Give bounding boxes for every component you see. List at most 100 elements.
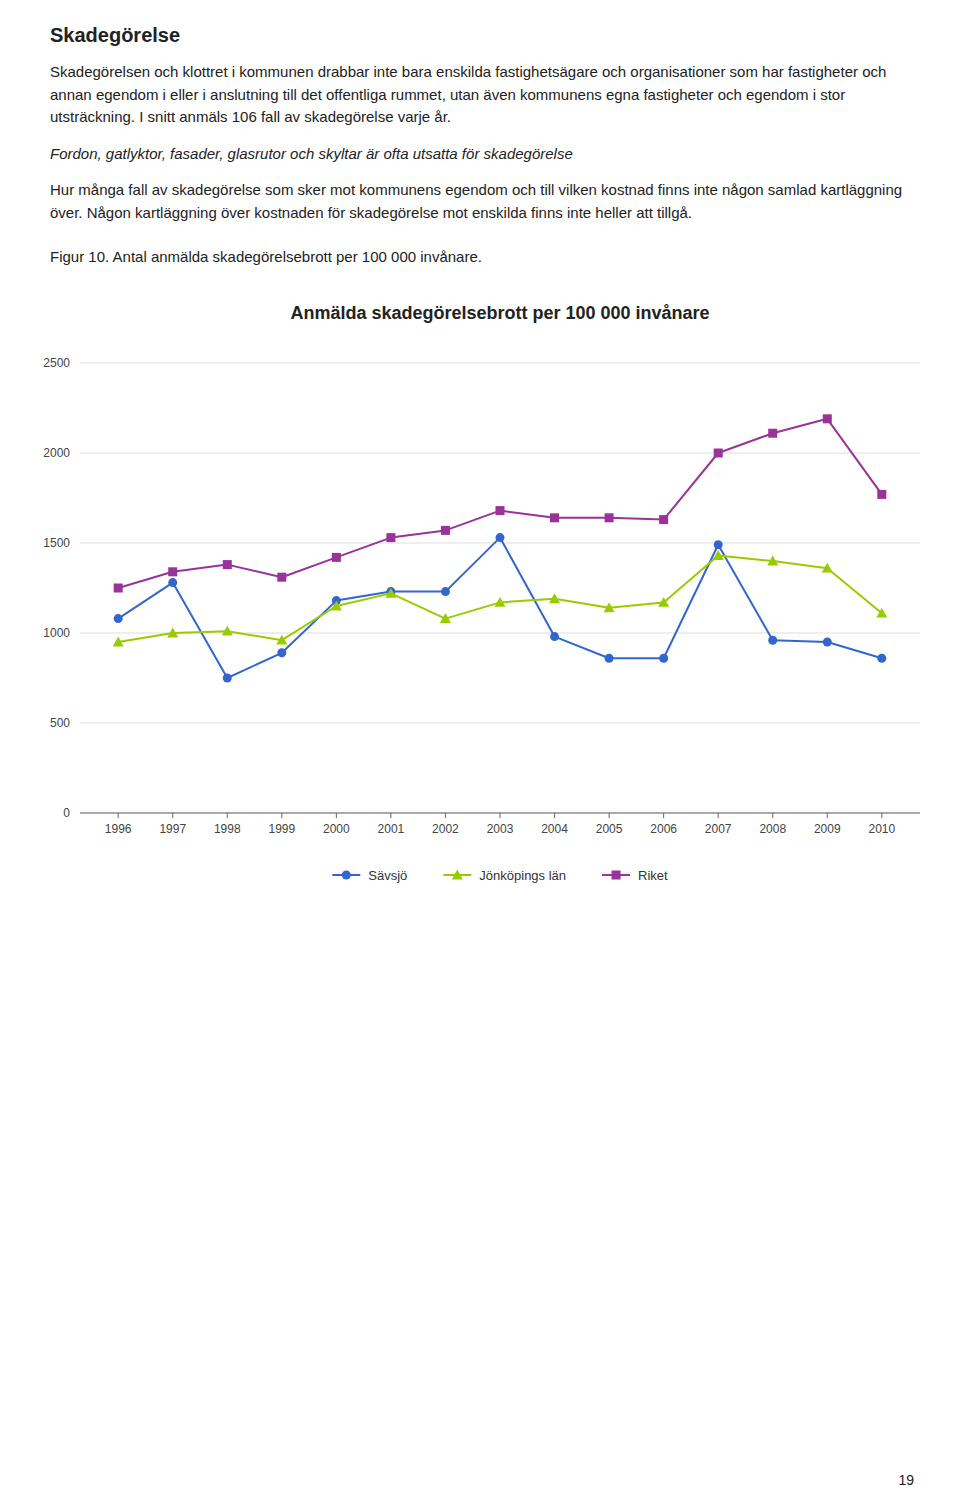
data-point — [277, 648, 286, 657]
x-tick — [281, 813, 282, 818]
chart-title: Anmälda skadegörelsebrott per 100 000 in… — [290, 303, 709, 323]
y-tick-label: 1000 — [43, 626, 70, 640]
page: Skadegörelse Skadegörelsen och klottret i… — [50, 24, 910, 923]
data-point — [822, 562, 833, 572]
data-point — [440, 613, 451, 623]
data-point — [605, 513, 614, 522]
data-point — [768, 635, 777, 644]
data-point — [496, 506, 505, 515]
data-point — [823, 637, 832, 646]
data-point — [222, 625, 233, 635]
data-point — [496, 533, 505, 542]
y-tick-label: 1500 — [43, 536, 70, 550]
x-tick — [881, 813, 882, 818]
data-point — [604, 602, 615, 612]
legend: Sävsjö Jönköpings län Riket — [332, 868, 668, 883]
x-tick — [500, 813, 501, 818]
legend-label: Riket — [638, 868, 668, 883]
data-point — [495, 596, 506, 606]
x-tick-label: 2008 — [759, 822, 786, 836]
heading: Skadegörelse — [50, 24, 910, 47]
data-point — [167, 627, 178, 637]
legend-label: Sävsjö — [368, 868, 407, 883]
y-tick-label: 2000 — [43, 446, 70, 460]
data-point — [223, 560, 232, 569]
data-point — [550, 513, 559, 522]
x-tick-label: 2006 — [650, 822, 677, 836]
x-tick-label: 2009 — [814, 822, 841, 836]
data-point — [331, 600, 342, 610]
data-point — [168, 567, 177, 576]
data-point — [114, 583, 123, 592]
x-tick-label: 2000 — [323, 822, 350, 836]
data-point — [823, 414, 832, 423]
page-number: 19 — [898, 1472, 914, 1488]
data-point — [714, 540, 723, 549]
figure-caption: Figur 10. Antal anmälda skadegörelsebrot… — [50, 246, 910, 269]
data-point — [277, 572, 286, 581]
x-tick — [663, 813, 664, 818]
data-point — [386, 533, 395, 542]
data-point — [168, 578, 177, 587]
data-point — [877, 489, 886, 498]
y-tick-label: 2500 — [43, 356, 70, 370]
data-point — [441, 587, 450, 596]
x-tick-label: 2007 — [705, 822, 732, 836]
data-point — [223, 673, 232, 682]
x-tick-label: 2001 — [378, 822, 405, 836]
data-point — [332, 552, 341, 561]
y-tick-label: 0 — [63, 806, 70, 820]
data-point — [385, 587, 396, 597]
data-point — [713, 550, 724, 560]
data-point — [114, 614, 123, 623]
data-point — [276, 634, 287, 644]
paragraph: Skadegörelsen och klottret i kommunen dr… — [50, 61, 910, 129]
chart: Anmälda skadegörelsebrott per 100 000 in… — [0, 283, 960, 923]
x-tick-label: 2002 — [432, 822, 459, 836]
x-tick-label: 2010 — [868, 822, 895, 836]
data-point — [605, 653, 614, 662]
x-tick — [445, 813, 446, 818]
data-point — [714, 448, 723, 457]
series-line — [118, 418, 882, 587]
series-line — [118, 555, 882, 641]
x-tick — [227, 813, 228, 818]
x-tick-label: 1999 — [268, 822, 295, 836]
x-tick-label: 2003 — [487, 822, 514, 836]
x-tick — [390, 813, 391, 818]
data-point — [658, 596, 669, 606]
data-point — [767, 555, 778, 565]
x-tick — [118, 813, 119, 818]
y-tick-label: 500 — [50, 716, 70, 730]
data-point — [441, 525, 450, 534]
legend-item: Sävsjö — [332, 868, 407, 883]
x-tick — [718, 813, 719, 818]
x-tick — [172, 813, 173, 818]
x-tick — [609, 813, 610, 818]
legend-item: Riket — [602, 868, 668, 883]
grid-line — [80, 542, 920, 543]
data-point — [549, 593, 560, 603]
data-point — [550, 632, 559, 641]
grid-line — [80, 452, 920, 453]
x-tick-label: 1998 — [214, 822, 241, 836]
x-tick — [772, 813, 773, 818]
data-point — [659, 515, 668, 524]
x-tick — [336, 813, 337, 818]
legend-label: Jönköpings län — [479, 868, 566, 883]
x-tick-label: 2005 — [596, 822, 623, 836]
data-point — [877, 653, 886, 662]
data-point — [876, 607, 887, 617]
paragraph: Hur många fall av skadegörelse som sker … — [50, 179, 910, 224]
plot-area — [113, 414, 888, 682]
grid-line — [80, 362, 920, 363]
x-tick-label: 1997 — [159, 822, 186, 836]
data-point — [113, 636, 124, 646]
data-point — [659, 653, 668, 662]
legend-item: Jönköpings län — [443, 868, 566, 883]
paragraph: Fordon, gatlyktor, fasader, glasrutor oc… — [50, 143, 910, 166]
x-tick-label: 1996 — [105, 822, 132, 836]
x-tick — [554, 813, 555, 818]
data-point — [768, 428, 777, 437]
x-tick — [827, 813, 828, 818]
